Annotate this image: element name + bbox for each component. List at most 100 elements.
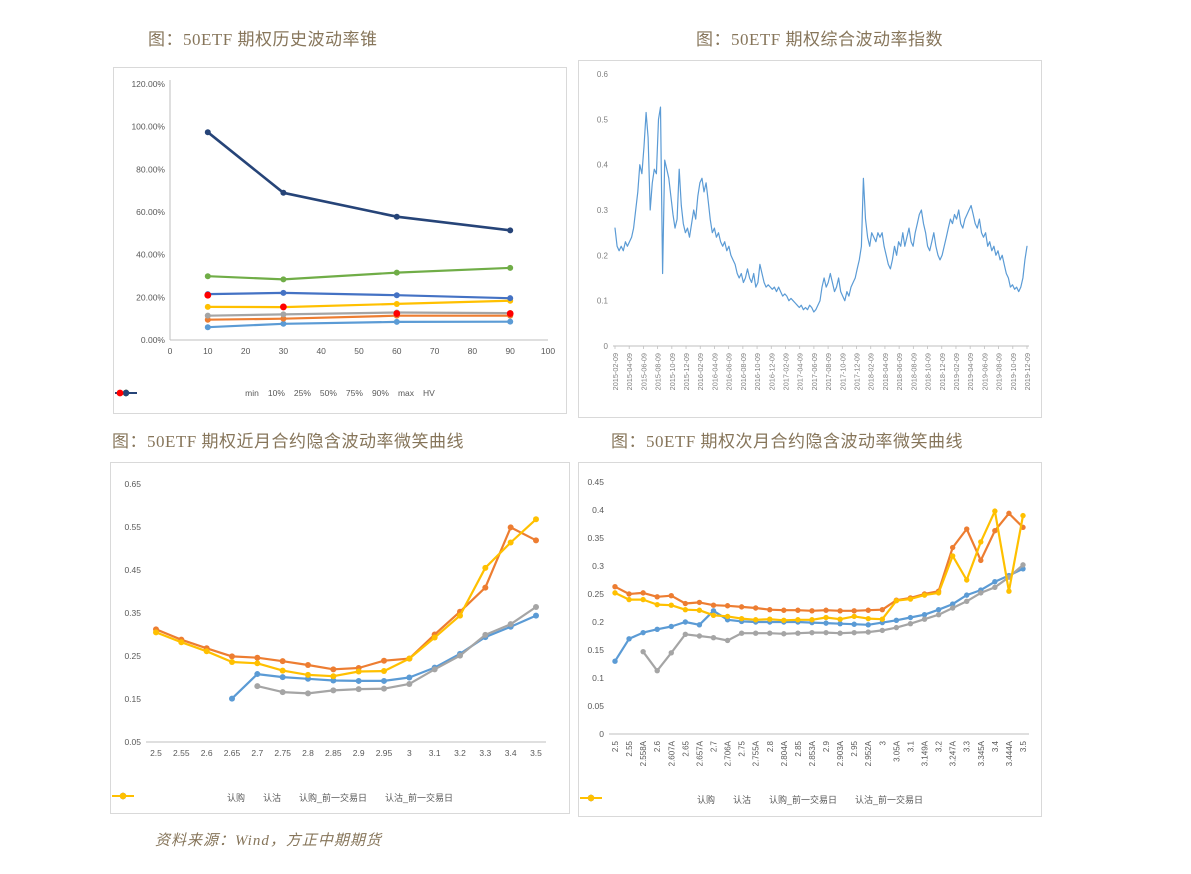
- y-tick-label: 0.3: [597, 206, 609, 215]
- y-tick-label: 0.3: [592, 561, 604, 571]
- y-tick-label: 60.00%: [136, 207, 165, 217]
- series-marker: [738, 615, 745, 622]
- x-tick-label: 3.4: [505, 748, 517, 758]
- x-tick-label: 2.755A: [752, 740, 761, 766]
- x-tick-label: 2019-06-09: [980, 353, 989, 390]
- series-marker: [482, 631, 489, 638]
- y-tick-label: 0.35: [587, 533, 604, 543]
- series-marker: [767, 606, 773, 613]
- series-marker: [640, 629, 646, 636]
- legend-label: HV: [423, 388, 435, 398]
- series-line: [206, 299, 512, 309]
- series-marker: [507, 318, 514, 325]
- series-marker: [865, 615, 871, 622]
- x-tick-label: 3: [407, 748, 412, 758]
- series-marker: [431, 666, 438, 673]
- series-marker: [668, 623, 674, 630]
- x-tick-label: 2016-04-09: [710, 353, 719, 390]
- series-marker: [280, 289, 287, 296]
- x-tick-label: 2018-02-09: [867, 353, 876, 390]
- series-marker: [921, 592, 928, 598]
- y-tick-label: 0.2: [592, 617, 604, 627]
- series-marker: [837, 630, 843, 636]
- series-marker: [865, 607, 871, 613]
- x-tick-label: 2.9: [822, 740, 831, 752]
- x-tick-label: 2017-12-09: [853, 353, 862, 390]
- series-marker: [280, 189, 287, 196]
- series-marker: [964, 577, 970, 583]
- y-tick-label: 0.45: [124, 565, 141, 575]
- legend-marker-dot: [587, 794, 595, 802]
- series-marker: [935, 590, 942, 596]
- x-tick-label: 2015-06-09: [639, 353, 648, 390]
- x-tick-label: 2017-08-09: [824, 353, 833, 390]
- y-tick-label: 0.15: [587, 645, 604, 655]
- series-marker: [406, 680, 413, 687]
- x-tick-label: 100: [541, 346, 555, 356]
- series-marker: [682, 606, 689, 613]
- series-marker: [1006, 510, 1012, 517]
- series-marker: [949, 553, 956, 559]
- legend-label: 10%: [267, 388, 285, 398]
- x-tick-label: 2016-06-09: [725, 353, 734, 390]
- x-tick-label: 2.8: [766, 740, 775, 752]
- series-marker: [330, 687, 337, 694]
- x-tick-label: 3.247A: [949, 740, 958, 766]
- series-marker: [153, 629, 159, 636]
- x-tick-label: 2.804A: [780, 740, 789, 766]
- series-marker: [696, 599, 703, 606]
- composite-vol-index-chart-frame: 0 0.1 0.2 0.3 0.4 0.5 0.6 2015-02-09 2015-04-09 2…: [578, 60, 1042, 418]
- y-tick-label: 0.4: [597, 161, 609, 170]
- series-marker: [710, 608, 717, 614]
- x-tick-label: 2.6: [201, 748, 213, 758]
- series-line: [206, 311, 512, 317]
- y-tick-label: 0.15: [124, 694, 141, 704]
- series-marker: [879, 616, 886, 622]
- x-tick-label: 2019-10-09: [1009, 353, 1018, 390]
- series-marker: [921, 612, 928, 618]
- series-marker: [229, 695, 235, 702]
- series-marker: [837, 616, 843, 622]
- y-tick-label: 80.00%: [136, 164, 165, 174]
- x-tick-label: 3.5: [1019, 740, 1028, 752]
- series-marker: [978, 539, 984, 545]
- x-tick-label: 3.5: [530, 748, 542, 758]
- x-tick-label: 30: [279, 346, 289, 356]
- series-marker: [640, 596, 646, 603]
- legend-label: min: [245, 388, 259, 398]
- y-tick-label: 0.6: [597, 70, 609, 79]
- series-marker: [921, 616, 928, 622]
- x-tick-label: 3.3: [479, 748, 491, 758]
- x-tick-label: 60: [392, 346, 402, 356]
- series-marker: [992, 528, 998, 534]
- y-tick-label: 40.00%: [136, 250, 165, 260]
- series-marker: [710, 602, 717, 608]
- series-marker: [533, 612, 539, 619]
- x-tick-label: 2.55: [625, 740, 634, 756]
- y-tick-label: 0.5: [597, 115, 609, 124]
- series-line: [206, 314, 512, 321]
- series-marker: [654, 626, 660, 632]
- series-line: [206, 320, 512, 329]
- series-marker: [964, 526, 970, 532]
- series-marker: [851, 621, 857, 627]
- series-marker: [907, 620, 914, 627]
- x-tick-label: 10: [203, 346, 213, 356]
- x-tick-label: 2.607A: [667, 740, 676, 766]
- series-marker: [865, 622, 871, 628]
- y-tick-label: 0.45: [587, 477, 604, 487]
- x-tick-label: 50: [354, 346, 364, 356]
- series-marker: [879, 606, 886, 613]
- x-tick-label: 2018-08-09: [909, 353, 918, 390]
- series-marker: [738, 630, 745, 636]
- series-marker: [809, 629, 815, 636]
- near-smile-legend: 认购 认沽 认购_前一交易日 认沽_前一交易日: [111, 791, 569, 804]
- near-smile-chart-frame: 0.05 0.15 0.25 0.35 0.45 0.55 0.65 2.5 2.55 2.6 2.…: [110, 462, 570, 814]
- series-marker: [393, 269, 400, 276]
- legend-label: max: [397, 388, 415, 398]
- series-line: [613, 512, 1025, 612]
- x-tick-label: 2018-04-09: [881, 353, 890, 390]
- series-marker: [533, 603, 539, 610]
- series-marker: [507, 264, 514, 271]
- series-marker: [393, 213, 400, 220]
